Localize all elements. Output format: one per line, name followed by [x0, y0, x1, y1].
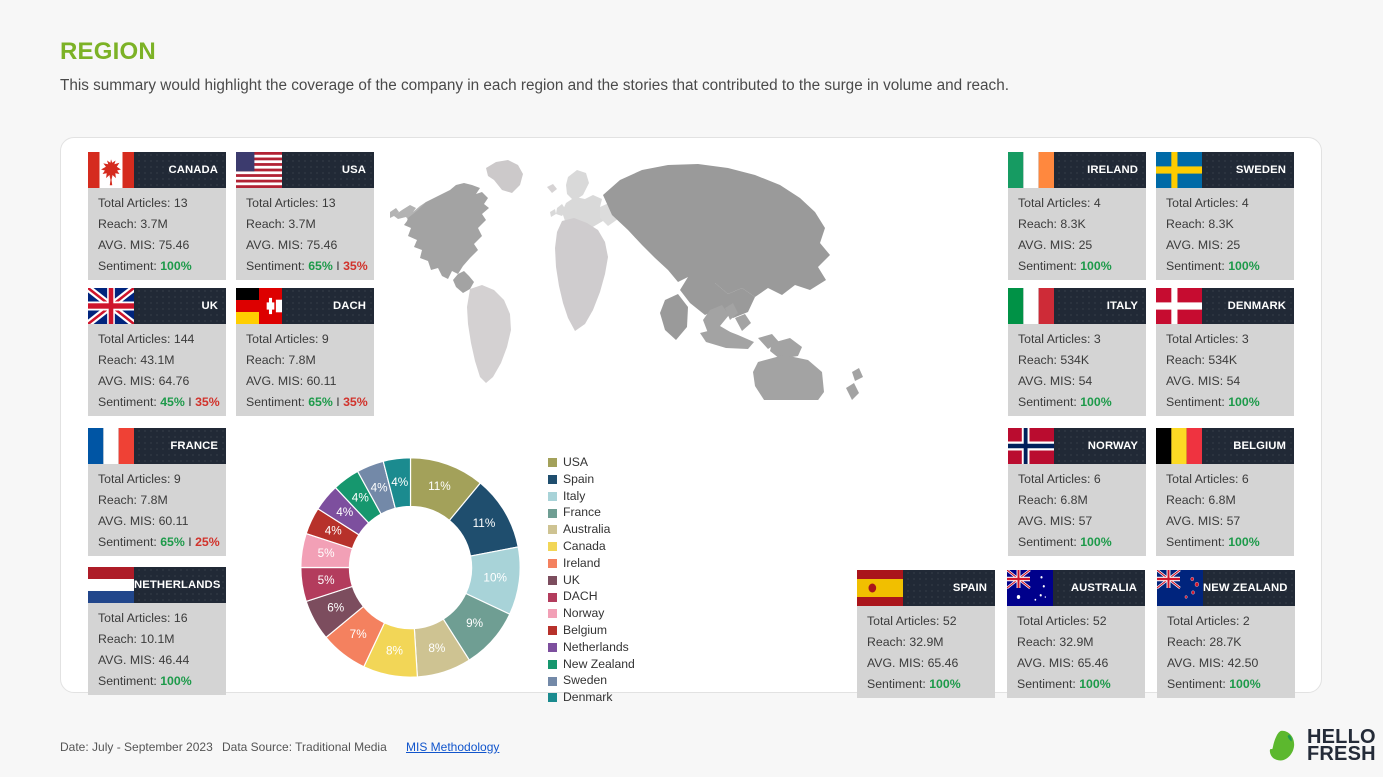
svg-text:7%: 7%: [350, 628, 368, 641]
svg-text:11%: 11%: [473, 517, 496, 530]
svg-text:4%: 4%: [325, 524, 343, 537]
svg-text:8%: 8%: [428, 642, 446, 655]
svg-text:6%: 6%: [327, 602, 345, 615]
svg-text:5%: 5%: [318, 547, 336, 560]
svg-text:4%: 4%: [391, 476, 409, 489]
svg-text:10%: 10%: [483, 571, 507, 584]
svg-text:5%: 5%: [318, 574, 336, 587]
svg-text:4%: 4%: [371, 481, 389, 494]
svg-text:11%: 11%: [428, 480, 451, 493]
svg-text:4%: 4%: [336, 506, 354, 519]
svg-text:8%: 8%: [386, 645, 404, 658]
svg-text:4%: 4%: [352, 492, 370, 505]
svg-text:9%: 9%: [466, 617, 484, 630]
